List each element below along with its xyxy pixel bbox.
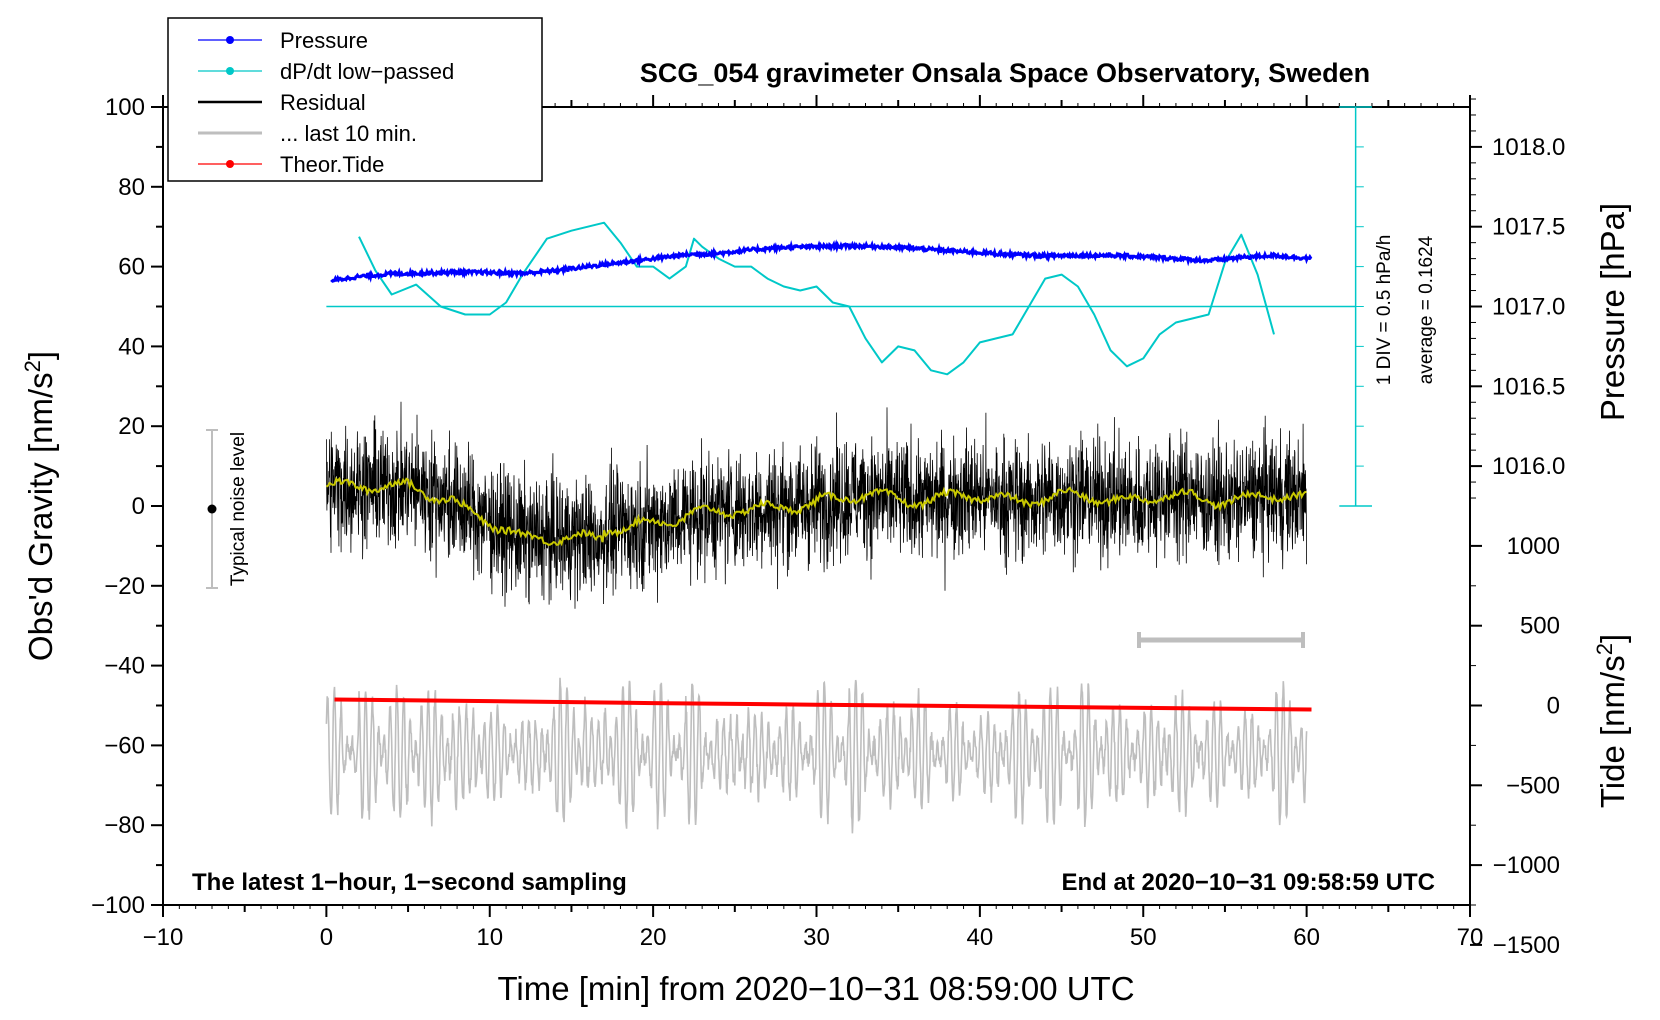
y-tick-label: 0 [132, 493, 145, 520]
noise-label: Typical noise level [228, 432, 249, 586]
x-axis-title: Time [min] from 2020−10−31 08:59:00 UTC [497, 970, 1134, 1007]
y-axis-tide: −1500 −1000 −500 0 500 1000 [1470, 533, 1560, 959]
legend-label: dP/dt low−passed [280, 59, 454, 84]
tide-title-main: Tide [nm/s [1594, 655, 1631, 808]
y-tick-label: −100 [91, 892, 145, 919]
legend-marker [226, 160, 234, 168]
residual-series-line [326, 401, 1307, 609]
tide-tick-label: −1500 [1493, 932, 1560, 959]
x-tick-label: 50 [1130, 924, 1157, 951]
pressure-tick-label: 1017.5 [1492, 214, 1565, 241]
series-layer [325, 106, 1372, 834]
y-axis-tide-title: Tide [nm/s2] [1592, 634, 1631, 808]
y-tick-label: −40 [104, 653, 145, 680]
y-tick-label: −60 [104, 732, 145, 759]
legend-label: Theor.Tide [280, 152, 384, 177]
x-tick-label: 30 [803, 924, 830, 951]
legend: Pressure dP/dt low−passed Residual ... last… [167, 17, 543, 182]
last10-series-line [325, 677, 1308, 834]
y-left-title-main: Obs'd Gravity [nm/s [22, 372, 59, 661]
chart-title: SCG_054 gravimeter Onsala Space Observat… [640, 58, 1370, 88]
dpdt-series-line [358, 221, 1275, 376]
pressure-tick-label: 1018.0 [1492, 134, 1565, 161]
residual-smoothed-line [325, 476, 1307, 547]
average-label: average = 0.1624 [1416, 235, 1437, 384]
tide-tick-label: 1000 [1507, 533, 1560, 560]
tide-tick-label: 500 [1520, 613, 1560, 640]
tide-title-sup: 2 [1592, 643, 1617, 655]
y-axis-left-title: Obs'd Gravity [nm/s2] [20, 351, 59, 661]
y-left-title-sup: 2 [20, 360, 45, 372]
legend-marker [226, 67, 234, 75]
legend-marker [226, 36, 234, 44]
y-tick-label: 20 [118, 413, 145, 440]
pressure-tick-label: 1016.5 [1492, 373, 1565, 400]
legend-label: Pressure [280, 28, 368, 53]
y-tick-label: 40 [118, 333, 145, 360]
legend-label: ... last 10 min. [280, 121, 417, 146]
x-tick-label: 0 [320, 924, 333, 951]
legend-box [167, 17, 543, 182]
tide-tick-label: −1000 [1493, 852, 1560, 879]
end-time-note: End at 2020−10−31 09:58:59 UTC [1061, 869, 1435, 896]
x-axis: −10 0 10 20 30 40 50 60 70 [143, 95, 1484, 951]
x-tick-label: 10 [476, 924, 503, 951]
legend-items: Pressure dP/dt low−passed Residual ... last… [198, 28, 454, 177]
last10-range-bar [1137, 632, 1305, 648]
tide-tick-label: −500 [1506, 772, 1560, 799]
x-tick-label: 20 [640, 924, 667, 951]
pressure-tick-label: 1016.0 [1492, 453, 1565, 480]
noise-dot [207, 504, 217, 514]
x-tick-label: 60 [1293, 924, 1320, 951]
y-tick-label: −20 [104, 573, 145, 600]
legend-label: Residual [280, 90, 366, 115]
y-axis-left: −100 −80 −60 −40 −20 0 20 40 60 80 100 [91, 94, 163, 919]
y-left-title-end: ] [22, 351, 59, 360]
y-tick-label: −80 [104, 812, 145, 839]
tide-title-end: ] [1594, 634, 1631, 643]
pressure-series-line [330, 239, 1313, 283]
pressure-tick-label: 1017.0 [1492, 294, 1565, 321]
y-axis-pressure-title: Pressure [hPa] [1594, 203, 1631, 421]
div-label: 1 DIV = 0.5 hPa/h [1374, 235, 1395, 386]
y-axis-pressure: 1016.0 1016.5 1017.0 1017.5 1018.0 [1470, 98, 1565, 499]
y-tick-label: 80 [118, 174, 145, 201]
y-tick-label: 60 [118, 254, 145, 281]
x-tick-label: 70 [1457, 924, 1484, 951]
x-tick-label: −10 [143, 924, 184, 951]
noise-indicator: Typical noise level [206, 429, 249, 589]
tide-tick-label: 0 [1547, 693, 1560, 720]
y-tick-label: 100 [105, 94, 145, 121]
sampling-note: The latest 1−hour, 1−second sampling [192, 869, 627, 896]
x-tick-label: 40 [967, 924, 994, 951]
tide-series-line [334, 697, 1312, 712]
